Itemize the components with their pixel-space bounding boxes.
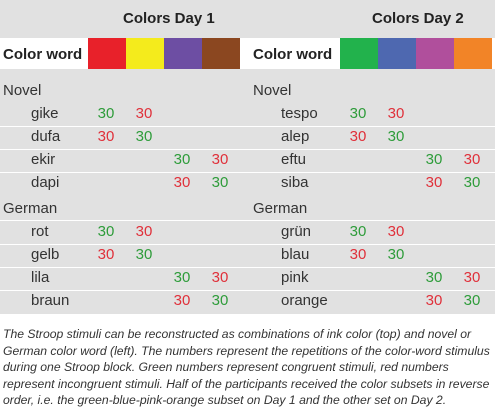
repetition-count: 30 (387, 128, 405, 145)
repetition-count: 30 (463, 151, 481, 168)
repetition-count: 30 (97, 223, 115, 240)
row-separator (0, 267, 495, 268)
repetition-count: 30 (135, 223, 153, 240)
repetition-count: 30 (463, 174, 481, 191)
color-word-label-left: Color word (3, 46, 83, 63)
repetition-count: 30 (173, 174, 191, 191)
color-word-label-right: Color word (253, 46, 333, 63)
novel-label-right: Novel (253, 82, 292, 99)
novel-label-left: Novel (3, 82, 42, 99)
color-word-grün: grün (281, 223, 312, 240)
swatch-purple (164, 38, 202, 69)
repetition-count: 30 (211, 269, 229, 286)
repetition-count: 30 (173, 292, 191, 309)
repetition-count: 30 (349, 105, 367, 122)
repetition-count: 30 (387, 246, 405, 263)
repetition-count: 30 (463, 292, 481, 309)
swatch-red (88, 38, 126, 69)
color-word-gelb: gelb (31, 246, 60, 263)
row-separator (0, 172, 495, 173)
swatch-green (340, 38, 378, 69)
repetition-count: 30 (211, 174, 229, 191)
repetition-count: 30 (97, 246, 115, 263)
repetition-count: 30 (173, 269, 191, 286)
swatch-brown (202, 38, 240, 69)
repetition-count: 30 (387, 105, 405, 122)
color-word-pink: pink (281, 269, 309, 286)
repetition-count: 30 (173, 151, 191, 168)
swatch-pink (416, 38, 454, 69)
row-separator (0, 290, 495, 291)
repetition-count: 30 (135, 105, 153, 122)
stroop-table: Colors Day 1 Colors Day 2 Color word Col… (0, 0, 495, 314)
day2-title: Colors Day 2 (372, 10, 464, 27)
repetition-count: 30 (211, 292, 229, 309)
color-word-rot: rot (31, 223, 49, 240)
color-word-orange: orange (281, 292, 328, 309)
repetition-count: 30 (425, 269, 443, 286)
repetition-count: 30 (463, 269, 481, 286)
german-label-right: German (253, 200, 308, 217)
color-word-lila: lila (31, 269, 50, 286)
repetition-count: 30 (387, 223, 405, 240)
german-label-left: German (3, 200, 58, 217)
repetition-count: 30 (135, 246, 153, 263)
table-caption: The Stroop stimuli can be reconstructed … (3, 327, 490, 408)
color-word-dapi: dapi (31, 174, 60, 191)
repetition-count: 30 (425, 292, 443, 309)
row-separator (0, 220, 495, 221)
color-word-gike: gike (31, 105, 59, 122)
repetition-count: 30 (349, 128, 367, 145)
row-separator (0, 244, 495, 245)
row-separator (0, 126, 495, 127)
repetition-count: 30 (349, 246, 367, 263)
color-word-eftu: eftu (281, 151, 307, 168)
color-word-alep: alep (281, 128, 310, 145)
color-word-braun: braun (31, 292, 70, 309)
repetition-count: 30 (97, 105, 115, 122)
swatch-blue (378, 38, 416, 69)
swatch-orange (454, 38, 492, 69)
repetition-count: 30 (97, 128, 115, 145)
day1-title: Colors Day 1 (123, 10, 215, 27)
color-word-blau: blau (281, 246, 310, 263)
swatch-yellow (126, 38, 164, 69)
repetition-count: 30 (425, 174, 443, 191)
repetition-count: 30 (211, 151, 229, 168)
color-word-ekir: ekir (31, 151, 56, 168)
row-separator (0, 149, 495, 150)
color-word-tespo: tespo (281, 105, 318, 122)
repetition-count: 30 (349, 223, 367, 240)
repetition-count: 30 (135, 128, 153, 145)
color-word-siba: siba (281, 174, 309, 191)
color-word-dufa: dufa (31, 128, 61, 145)
repetition-count: 30 (425, 151, 443, 168)
